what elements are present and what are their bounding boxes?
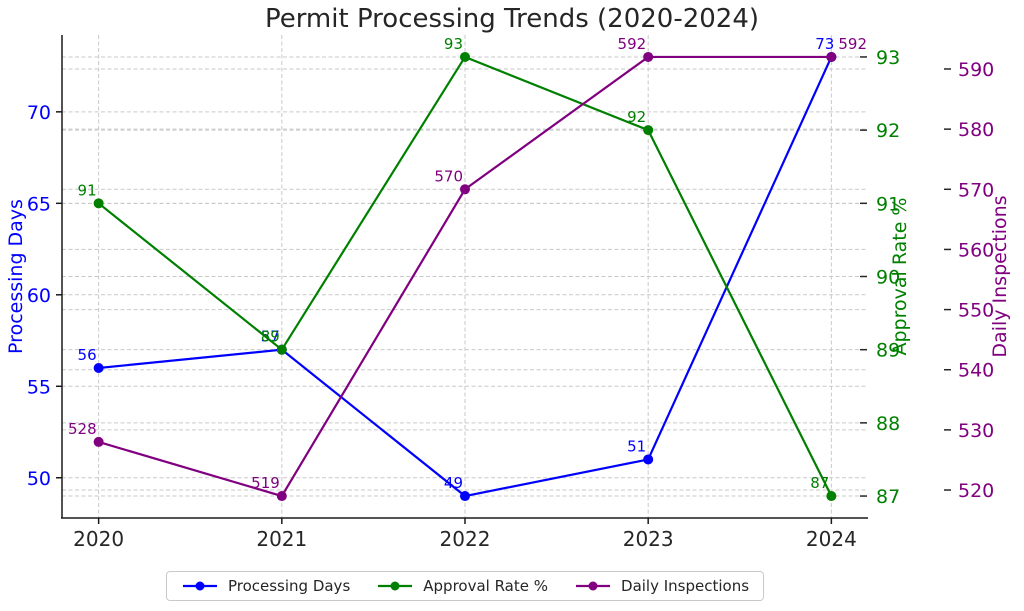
y-tick-label-right-outer: 560: [958, 239, 994, 261]
data-point-label: 592: [618, 35, 647, 53]
data-point-label: 73: [815, 35, 834, 53]
data-point-label: 92: [627, 108, 646, 126]
data-point-label: 89: [261, 328, 280, 346]
data-point-label: 519: [251, 474, 280, 492]
y-tick-label-right-outer: 590: [958, 59, 994, 81]
y-tick-label-right-outer: 580: [958, 119, 994, 141]
series-daily-inspections: 528 519 570 592 592: [68, 35, 867, 502]
data-point-marker: [460, 184, 470, 195]
y-tick-label-right-inner: 90: [876, 267, 900, 289]
legend-item-approval-rate: Approval Rate %: [376, 577, 548, 595]
legend-item-daily-inspections: Daily Inspections: [574, 577, 749, 595]
y-tick-label-right-inner: 87: [876, 486, 900, 508]
y-tick-label-left: 70: [27, 102, 51, 124]
data-point-marker: [643, 454, 654, 465]
gridlines: [62, 35, 868, 518]
data-point-label: 93: [444, 35, 463, 53]
x-tick-label: 2021: [256, 527, 307, 551]
y-tick-label-right-outer: 540: [958, 360, 994, 382]
chart-title: Permit Processing Trends (2020-2024): [264, 4, 760, 34]
legend-swatch-icon: [576, 581, 611, 591]
data-point-label: 51: [627, 437, 646, 455]
data-point-label: 528: [68, 420, 97, 438]
x-tick-label: 2023: [623, 527, 674, 551]
y-axis-label-left: Processing Days: [5, 199, 27, 354]
data-point-marker: [93, 436, 104, 447]
x-tick-label: 2020: [73, 527, 124, 551]
y-tick-label-right-inner: 89: [876, 340, 900, 362]
data-point-label: 570: [434, 167, 463, 185]
legend-label: Processing Days: [227, 577, 351, 595]
y-tick-label-right-outer: 570: [958, 179, 994, 201]
data-point-label: 87: [810, 474, 829, 492]
y-tick-label-right-outer: 520: [958, 480, 994, 502]
y-tick-label-right-inner: 88: [876, 413, 900, 435]
legend-swatch-icon: [378, 581, 413, 591]
data-point-marker: [826, 491, 837, 502]
data-point-marker: [643, 125, 654, 136]
y-tick-label-left: 60: [27, 285, 51, 307]
data-point-marker: [460, 491, 470, 502]
y-tick-label-left: 50: [27, 468, 51, 490]
legend-box: Processing Days Approval Rate % Daily Insp…: [165, 571, 765, 601]
data-point-label: 56: [78, 346, 97, 364]
y-tick-label-left: 55: [27, 376, 51, 398]
series-processing-days: 56 57 49 51 73: [78, 35, 837, 502]
data-point-marker: [93, 198, 104, 209]
legend-label: Daily Inspections: [621, 577, 750, 595]
legend-label: Approval Rate %: [423, 577, 549, 595]
data-point-marker: [643, 51, 654, 62]
y-tick-label-right-outer: 550: [958, 300, 994, 322]
y-tick-label-right-inner: 92: [876, 120, 900, 142]
x-tick-label: 2022: [440, 527, 491, 551]
y-tick-label-left: 65: [27, 193, 51, 215]
data-point-marker: [276, 491, 287, 502]
legend-item-processing-days: Processing Days: [181, 577, 350, 595]
data-point-marker: [93, 362, 104, 373]
data-point-label: 49: [444, 474, 463, 492]
data-point-label: 91: [78, 181, 97, 199]
y-axis-label-right-outer: Daily Inspections: [989, 195, 1011, 357]
y-tick-label-right-inner: 93: [876, 47, 900, 69]
x-tick-label: 2024: [806, 527, 857, 551]
data-point-marker: [826, 51, 837, 62]
legend: Processing Days Approval Rate % Daily Insp…: [62, 571, 868, 601]
series-approval-rate: 91 89 93 92 87: [78, 35, 837, 502]
data-point-label: 592: [838, 35, 867, 53]
y-tick-label-right-outer: 530: [958, 420, 994, 442]
data-point-marker: [276, 344, 287, 355]
legend-swatch-icon: [182, 581, 217, 591]
y-tick-label-right-inner: 91: [876, 193, 900, 215]
y-axis-label-right-inner: Approval Rate %: [889, 197, 911, 355]
data-point-marker: [460, 51, 470, 62]
data-point-label: 57: [261, 328, 280, 346]
